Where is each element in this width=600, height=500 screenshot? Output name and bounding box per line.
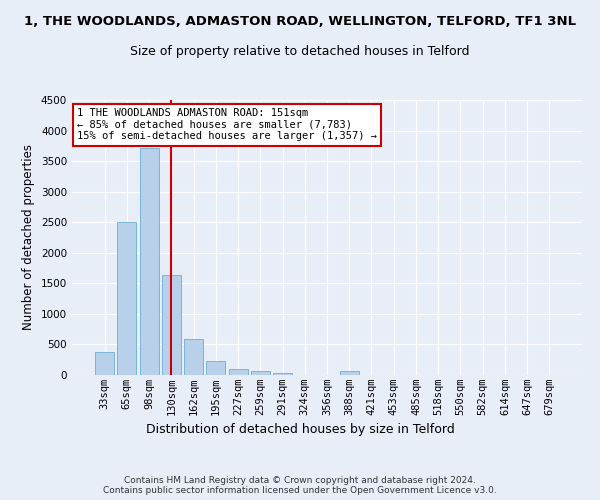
Bar: [206, 361, 225, 375]
Bar: [95, 352, 114, 375]
Bar: [118, 222, 136, 375]
Bar: [184, 339, 203, 375]
Text: Contains HM Land Registry data © Crown copyright and database right 2024.
Contai: Contains HM Land Registry data © Crown c…: [103, 476, 497, 495]
Text: 1 THE WOODLANDS ADMASTON ROAD: 151sqm
← 85% of detached houses are smaller (7,78: 1 THE WOODLANDS ADMASTON ROAD: 151sqm ← …: [77, 108, 377, 142]
Bar: [251, 371, 270, 375]
Y-axis label: Number of detached properties: Number of detached properties: [22, 144, 35, 330]
Text: Size of property relative to detached houses in Telford: Size of property relative to detached ho…: [130, 45, 470, 58]
Bar: [340, 372, 359, 375]
Bar: [229, 368, 248, 375]
Bar: [162, 276, 181, 375]
Bar: [273, 372, 292, 375]
Text: 1, THE WOODLANDS, ADMASTON ROAD, WELLINGTON, TELFORD, TF1 3NL: 1, THE WOODLANDS, ADMASTON ROAD, WELLING…: [24, 15, 576, 28]
Bar: [140, 148, 158, 375]
Text: Distribution of detached houses by size in Telford: Distribution of detached houses by size …: [146, 422, 454, 436]
